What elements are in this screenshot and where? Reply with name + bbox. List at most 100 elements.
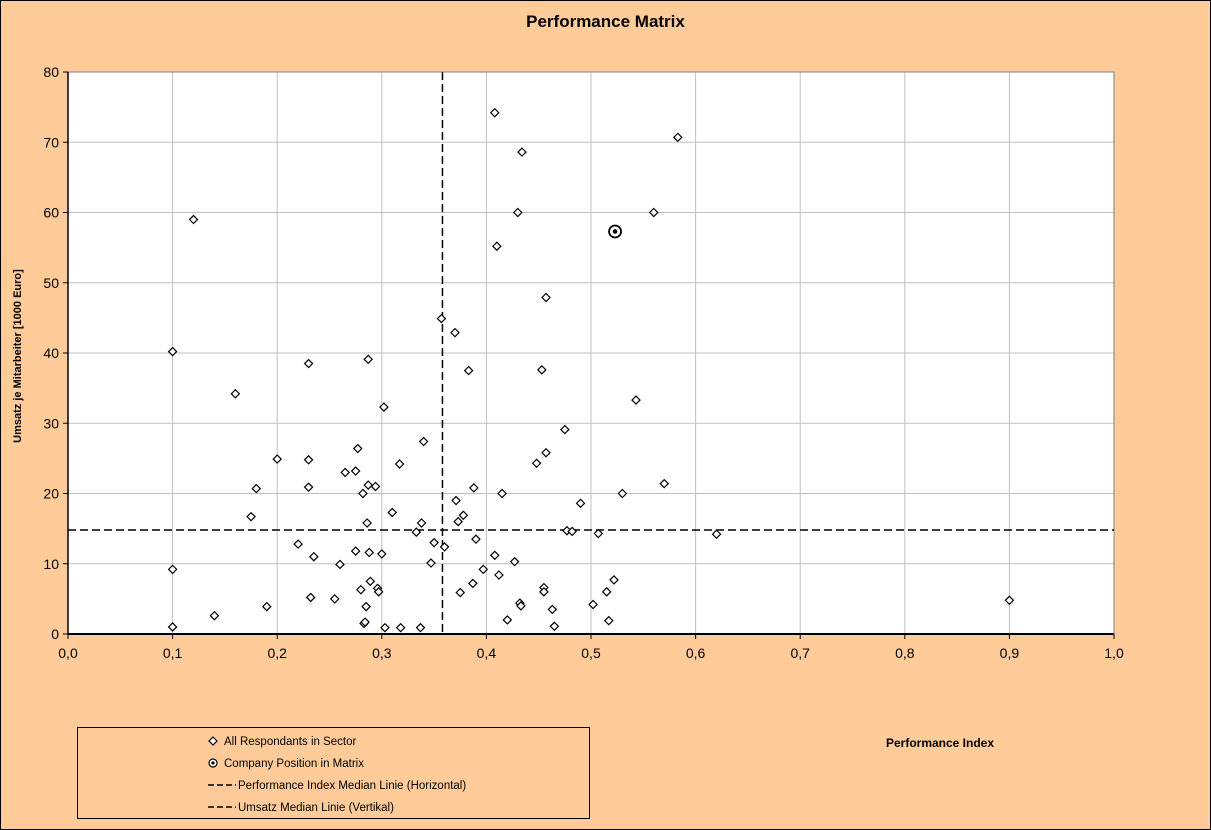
respondant-point bbox=[365, 576, 376, 587]
respondant-point bbox=[617, 488, 628, 499]
respondant-point bbox=[361, 601, 371, 612]
respondant-point bbox=[167, 346, 178, 357]
respondant-point bbox=[379, 402, 389, 412]
respondant-point bbox=[672, 132, 683, 143]
respondant-point bbox=[350, 466, 361, 476]
respondant-point bbox=[468, 483, 479, 493]
dashed-line-icon bbox=[208, 806, 236, 808]
respondant-point bbox=[167, 564, 178, 575]
y-tick-label: 10 bbox=[43, 556, 59, 572]
chart-legend: All Respondants in Sector Company Positi… bbox=[77, 727, 590, 819]
respondant-point bbox=[463, 365, 474, 376]
respondant-point bbox=[588, 599, 598, 610]
respondant-point bbox=[541, 292, 551, 303]
chart-title: Performance Matrix bbox=[526, 12, 685, 31]
respondant-point bbox=[539, 587, 549, 597]
respondant-point bbox=[458, 510, 469, 521]
respondant-point bbox=[360, 617, 370, 627]
respondant-point bbox=[536, 365, 547, 375]
respondant-point bbox=[593, 528, 604, 539]
y-tick-label: 50 bbox=[43, 275, 59, 291]
y-tick-label: 40 bbox=[43, 345, 59, 361]
respondant-point bbox=[455, 587, 466, 598]
respondant-point bbox=[426, 558, 436, 568]
respondant-point bbox=[509, 556, 520, 567]
respondant-point bbox=[272, 454, 283, 464]
respondant-point bbox=[489, 550, 500, 561]
respondant-point bbox=[416, 518, 427, 528]
respondant-point bbox=[340, 467, 351, 478]
respondant-point bbox=[418, 436, 429, 447]
respondant-point bbox=[356, 584, 366, 595]
x-axis-label: Performance Index bbox=[885, 736, 995, 750]
respondant-point bbox=[467, 578, 478, 589]
respondant-point bbox=[329, 594, 340, 604]
respondant-point bbox=[363, 480, 374, 490]
x-tick-label: 0,1 bbox=[163, 645, 183, 661]
respondant-point bbox=[451, 495, 461, 506]
y-tick-label: 70 bbox=[43, 134, 59, 150]
x-tick-label: 0,7 bbox=[790, 645, 810, 661]
respondant-point bbox=[609, 575, 619, 585]
respondant-point bbox=[429, 537, 439, 548]
respondant-point bbox=[394, 459, 405, 469]
respondant-point bbox=[560, 424, 570, 435]
respondant-point bbox=[603, 615, 614, 626]
y-tick-label: 30 bbox=[43, 415, 59, 431]
respondant-point bbox=[547, 604, 558, 615]
legend-label: Umsatz Median Linie (Vertikal) bbox=[238, 802, 394, 814]
y-tick-label: 0 bbox=[51, 626, 59, 642]
respondant-point bbox=[659, 478, 670, 489]
respondant-point bbox=[711, 529, 722, 540]
respondant-point bbox=[363, 354, 374, 365]
x-tick-label: 0,4 bbox=[477, 645, 497, 661]
respondant-point bbox=[631, 395, 641, 405]
respondant-point bbox=[261, 601, 272, 612]
legend-item-vertical-median: Umsatz Median Linie (Vertikal) bbox=[78, 798, 589, 818]
respondant-point bbox=[376, 549, 387, 559]
respondant-point bbox=[373, 587, 384, 597]
respondant-point bbox=[439, 542, 450, 552]
diamond-marker-icon bbox=[208, 736, 218, 746]
respondant-point bbox=[364, 547, 375, 558]
respondant-point bbox=[453, 516, 464, 527]
respondant-point bbox=[601, 587, 612, 597]
y-tick-label: 20 bbox=[43, 486, 59, 502]
respondant-point bbox=[293, 539, 303, 549]
y-axis-label-text: Umsatz je Mitarbeiter [1000 Euro] bbox=[12, 269, 24, 443]
x-tick-label: 0,2 bbox=[267, 645, 287, 661]
respondant-point bbox=[575, 498, 586, 509]
respondant-point bbox=[395, 622, 406, 633]
legend-item-company-position: Company Position in Matrix bbox=[78, 754, 589, 774]
respondant-point bbox=[362, 518, 373, 528]
legend-label: All Respondants in Sector bbox=[224, 736, 357, 748]
x-tick-label: 1,0 bbox=[1104, 645, 1124, 661]
respondant-point bbox=[512, 207, 523, 218]
respondant-point bbox=[411, 527, 422, 537]
legend-item-horizontal-median: Performance Index Median Linie (Horizont… bbox=[78, 776, 589, 796]
respondant-point bbox=[246, 511, 256, 522]
circle-dot-marker-icon bbox=[208, 758, 218, 768]
respondant-point bbox=[517, 147, 527, 157]
respondant-point bbox=[352, 443, 363, 454]
respondant-point bbox=[308, 551, 319, 562]
company-position-point-dot bbox=[612, 229, 618, 234]
respondant-point bbox=[541, 447, 551, 458]
respondant-point bbox=[497, 488, 507, 499]
respondant-point bbox=[436, 313, 447, 324]
x-tick-label: 0,3 bbox=[372, 645, 392, 661]
legend-label: Performance Index Median Linie (Horizont… bbox=[238, 780, 467, 792]
respondant-point bbox=[648, 207, 659, 218]
dashed-line-icon bbox=[208, 784, 236, 786]
respondant-point bbox=[415, 622, 426, 633]
respondant-point bbox=[188, 214, 199, 225]
x-tick-label: 0,9 bbox=[1000, 645, 1020, 661]
respondant-point bbox=[251, 483, 262, 494]
respondant-point bbox=[494, 570, 504, 580]
respondant-point bbox=[230, 388, 241, 399]
respondant-point bbox=[387, 507, 398, 518]
respondant-point bbox=[358, 488, 368, 499]
x-tick-label: 0,0 bbox=[58, 645, 78, 661]
legend-item-all-respondants: All Respondants in Sector bbox=[78, 732, 589, 752]
